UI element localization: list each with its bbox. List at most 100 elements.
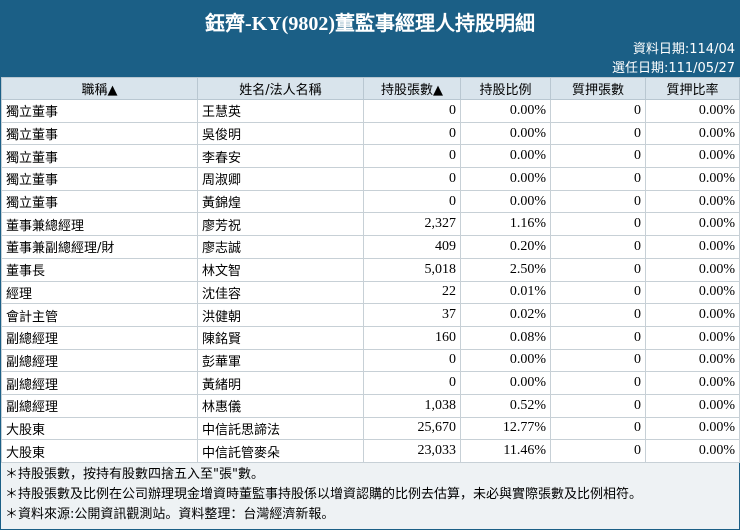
cell: 160	[363, 325, 461, 350]
cell: 副總經理	[1, 325, 198, 350]
table-row: 副總經理 陳銘賢 160 0.08% 0 0.00%	[1, 325, 740, 350]
cell: 中信託思諦法	[197, 416, 364, 441]
cell: 0.00%	[460, 189, 551, 214]
cell: 沈佳容	[197, 280, 364, 305]
cell: 0.00%	[460, 371, 551, 395]
cell: 0	[363, 189, 461, 214]
cell: 會計主管	[1, 303, 198, 327]
table-row: 董事兼總經理 廖芳祝 2,327 1.16% 0 0.00%	[1, 212, 740, 237]
cell: 廖志誠	[197, 235, 364, 259]
elect-date: 選任日期:111/05/27	[611, 61, 735, 76]
column-header[interactable]: 持股張數▲	[363, 77, 461, 100]
note: ＊持股張數，按持有股數四捨五入至"張"數。	[5, 467, 264, 482]
cell: 0.00%	[645, 280, 740, 305]
table-row: 經理 沈佳容 22 0.01% 0 0.00%	[1, 280, 740, 305]
cell: 0.00%	[460, 99, 551, 123]
cell: 0.00%	[645, 167, 740, 191]
table-row: 獨立董事 黃錦煌 0 0.00% 0 0.00%	[1, 189, 740, 214]
cell: 0.00%	[645, 348, 740, 373]
cell: 0	[550, 189, 646, 214]
cell: 0.00%	[645, 235, 740, 259]
cell: 0	[550, 393, 646, 418]
column-header: 質押張數	[550, 77, 646, 100]
title: 鈺齊-KY(9802)董監事經理人持股明細	[205, 13, 535, 35]
table-row: 董事兼副總經理/財 廖志誠 409 0.20% 0 0.00%	[1, 235, 740, 259]
cell: 彭華軍	[197, 348, 364, 373]
cell: 0.00%	[645, 99, 740, 123]
cell: 0.00%	[645, 416, 740, 441]
cell: 0.01%	[460, 280, 551, 305]
cell: 0.00%	[645, 325, 740, 350]
cell: 2,327	[363, 212, 461, 237]
cell: 董事兼副總經理/財	[1, 235, 198, 259]
cell: 22	[363, 280, 461, 305]
cell: 中信託管麥朵	[197, 439, 364, 463]
table-row: 獨立董事 王慧英 0 0.00% 0 0.00%	[1, 99, 740, 123]
cell: 0	[550, 144, 646, 169]
cell: 王慧英	[197, 99, 364, 123]
table-row: 會計主管 洪健朝 37 0.02% 0 0.00%	[1, 303, 740, 327]
cell: 0.00%	[460, 167, 551, 191]
cell: 0.02%	[460, 303, 551, 327]
cell: 0	[550, 325, 646, 350]
cell: 0	[550, 439, 646, 463]
cell: 0.00%	[645, 189, 740, 214]
cell: 吳俊明	[197, 121, 364, 146]
cell: 37	[363, 303, 461, 327]
cell: 0	[363, 348, 461, 373]
cell: 獨立董事	[1, 121, 198, 146]
cell: 大股東	[1, 416, 198, 441]
cell: 獨立董事	[1, 189, 198, 214]
header: 鈺齊-KY(9802)董監事經理人持股明細 資料日期:114/04 選任日期:1…	[1, 1, 739, 77]
cell: 0	[363, 99, 461, 123]
cell: 周淑卿	[197, 167, 364, 191]
cell: 12.77%	[460, 416, 551, 441]
cell: 0	[363, 121, 461, 146]
cell: 1,038	[363, 393, 461, 418]
cell: 0.00%	[645, 371, 740, 395]
cell: 2.50%	[460, 257, 551, 282]
cell: 0.00%	[645, 303, 740, 327]
cell: 23,033	[363, 439, 461, 463]
cell: 0.00%	[645, 121, 740, 146]
note: ＊持股張數及比例在公司辦理現金增資時董監事持股係以增資認購的比例去估算，未必與實…	[5, 487, 643, 502]
cell: 副總經理	[1, 371, 198, 395]
cell: 陳銘賢	[197, 325, 364, 350]
cell: 董事兼總經理	[1, 212, 198, 237]
cell: 洪健朝	[197, 303, 364, 327]
table-row: 獨立董事 吳俊明 0 0.00% 0 0.00%	[1, 121, 740, 146]
cell: 0.00%	[645, 144, 740, 169]
cell: 11.46%	[460, 439, 551, 463]
note: ＊資料來源:公開資訊觀測站。資料整理：台灣經濟新報。	[5, 507, 335, 522]
cell: 409	[363, 235, 461, 259]
notes: ＊持股張數，按持有股數四捨五入至"張"數。 ＊持股張數及比例在公司辦理現金增資時董…	[1, 463, 739, 527]
cell: 0	[550, 257, 646, 282]
column-header: 質押比率	[645, 77, 740, 100]
holdings-table: 職稱▲ 姓名/法人名稱 持股張數▲ 持股比例 質押張數 質押比率 獨立董事 王慧英 0 0.00…	[1, 77, 740, 463]
cell: 0.00%	[460, 121, 551, 146]
column-header: 持股比例	[460, 77, 551, 100]
table-row: 副總經理 黃緒明 0 0.00% 0 0.00%	[1, 371, 740, 395]
cell: 0	[550, 416, 646, 441]
cell: 5,018	[363, 257, 461, 282]
cell: 副總經理	[1, 393, 198, 418]
cell: 獨立董事	[1, 144, 198, 169]
cell: 0	[550, 235, 646, 259]
cell: 0.00%	[645, 439, 740, 463]
cell: 0.00%	[460, 348, 551, 373]
cell: 副總經理	[1, 348, 198, 373]
cell: 獨立董事	[1, 167, 198, 191]
cell: 25,670	[363, 416, 461, 441]
table-row: 大股東 中信託管麥朵 23,033 11.46% 0 0.00%	[1, 439, 740, 463]
cell: 獨立董事	[1, 99, 198, 123]
cell: 0.00%	[460, 144, 551, 169]
cell: 0	[550, 99, 646, 123]
column-header[interactable]: 職稱▲	[1, 77, 198, 100]
cell: 董事長	[1, 257, 198, 282]
cell: 黃錦煌	[197, 189, 364, 214]
cell: 0	[363, 144, 461, 169]
cell: 0	[550, 303, 646, 327]
cell: 經理	[1, 280, 198, 305]
cell: 0	[550, 371, 646, 395]
